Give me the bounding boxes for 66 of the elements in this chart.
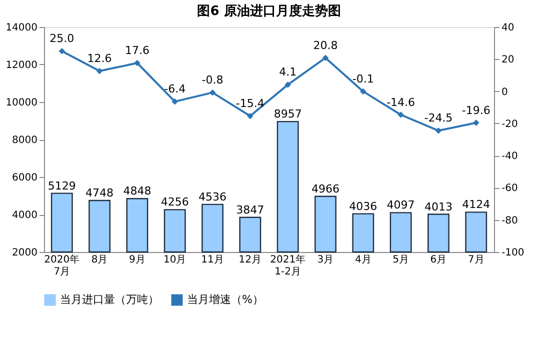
y2-tick-label: -60 xyxy=(502,183,518,194)
x-tick-label: 8月 xyxy=(91,254,108,266)
x-tick-label: 9月 xyxy=(129,254,146,266)
data-label: 25.0 xyxy=(50,32,74,46)
data-label: 4748 xyxy=(86,186,114,200)
y2-tick-label: 20 xyxy=(502,54,514,66)
data-label: -19.6 xyxy=(462,104,490,117)
x-tick-label: 12月 xyxy=(238,254,262,266)
x-tick-label: 7月 xyxy=(468,254,484,266)
point xyxy=(96,68,103,74)
data-label: 12.6 xyxy=(87,52,112,66)
point xyxy=(172,98,178,105)
data-label: 4536 xyxy=(198,190,227,204)
x-tick-label: 4月 xyxy=(354,254,372,266)
x-tick-label: 2021年 1-2月 xyxy=(270,254,306,278)
data-label: 4097 xyxy=(386,198,415,212)
data-label: 17.6 xyxy=(124,44,150,57)
data-label: -0.1 xyxy=(352,72,374,86)
data-label: 4848 xyxy=(123,184,152,198)
y-tick-label: 4000 xyxy=(12,210,38,221)
data-label: 20.8 xyxy=(313,38,338,52)
data-label: 4124 xyxy=(462,198,490,212)
y-tick-label: 12000 xyxy=(6,60,38,71)
data-label: -24.5 xyxy=(424,112,453,125)
data-label: 3847 xyxy=(236,203,264,216)
point xyxy=(58,48,66,54)
data-label: 4.1 xyxy=(279,66,297,79)
data-label: 4256 xyxy=(160,196,189,209)
y-tick-label: 10000 xyxy=(6,98,38,108)
x-tick-label: 2020年 7月 xyxy=(44,254,80,278)
y2-tick-label: 0 xyxy=(502,86,508,98)
point xyxy=(209,89,216,96)
point xyxy=(322,54,329,62)
point xyxy=(360,88,366,95)
y2-tick-label: -80 xyxy=(502,215,518,226)
y-tick-label: 6000 xyxy=(12,172,38,184)
y2-tick-label: -100 xyxy=(502,248,524,258)
y2-tick-label: -20 xyxy=(502,118,518,130)
x-tick-label: 6月 xyxy=(430,254,447,266)
point xyxy=(134,60,140,66)
y2-tick-label: 40 xyxy=(502,22,514,34)
x-tick-label: 10月 xyxy=(163,254,186,266)
x-tick-label: 3月 xyxy=(317,254,334,266)
data-label: -15.4 xyxy=(236,97,264,110)
data-label: 5129 xyxy=(48,179,76,192)
point xyxy=(472,120,480,126)
chart-title: 图6 原油进口月度走势图 xyxy=(197,3,341,19)
data-label: 8957 xyxy=(274,108,302,121)
x-tick-label: 5月 xyxy=(392,254,409,266)
y-tick-label: 2000 xyxy=(12,248,38,258)
data-label: 4036 xyxy=(349,200,378,213)
point xyxy=(284,82,291,88)
y-tick-label: 14000 xyxy=(6,22,38,34)
point xyxy=(247,112,254,120)
data-label: -14.6 xyxy=(386,96,416,109)
x-tick-label: 11月 xyxy=(201,254,224,266)
y2-tick-label: -40 xyxy=(502,151,518,162)
data-label: -0.8 xyxy=(202,74,224,87)
point xyxy=(435,128,442,134)
y-tick-label: 8000 xyxy=(12,135,38,146)
data-label: -6.4 xyxy=(164,82,186,96)
point xyxy=(398,112,404,118)
data-label: 4013 xyxy=(424,200,452,214)
data-label: 4966 xyxy=(311,182,340,196)
legend-label: 当月增速（%） xyxy=(187,293,264,306)
legend-label: 当月进口量（万吨） xyxy=(60,293,159,306)
